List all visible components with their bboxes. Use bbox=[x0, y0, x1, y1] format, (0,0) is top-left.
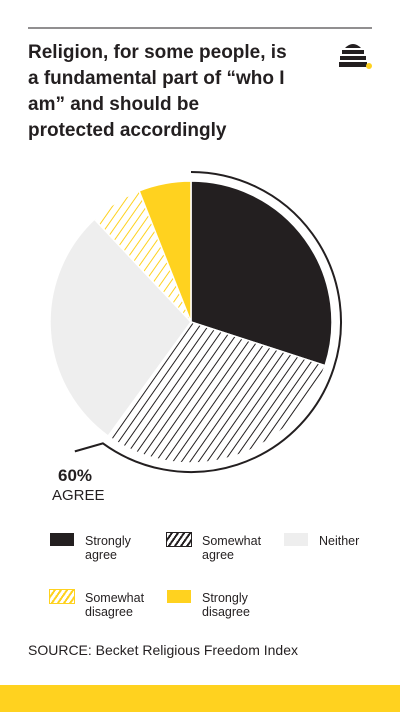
legend-label: Somewhat agree bbox=[202, 534, 262, 562]
pie-slice bbox=[190, 180, 333, 367]
annotation-value: 60% bbox=[58, 466, 93, 485]
legend-swatch bbox=[167, 590, 191, 603]
chart-title: Religion, for some people, is a fundamen… bbox=[28, 42, 287, 141]
legend-label: Strongly disagree bbox=[202, 591, 250, 619]
annotation-text: AGREE bbox=[52, 487, 105, 504]
logo bbox=[339, 44, 372, 69]
pie-slice bbox=[107, 321, 327, 464]
pie-slice bbox=[49, 218, 192, 438]
legend-swatch bbox=[284, 533, 308, 546]
legend-label: Neither bbox=[319, 534, 360, 548]
legend-swatch bbox=[50, 533, 74, 546]
footer-band bbox=[0, 685, 400, 712]
source: SOURCE: Becket Religious Freedom Index bbox=[28, 642, 298, 658]
legend-label: Strongly agree bbox=[85, 534, 131, 562]
legend-swatch bbox=[49, 589, 75, 604]
legend-swatch bbox=[166, 532, 192, 547]
pie-slice bbox=[138, 180, 192, 323]
agree-bracket bbox=[74, 171, 342, 473]
legend-label: Somewhat disagree bbox=[85, 591, 145, 619]
